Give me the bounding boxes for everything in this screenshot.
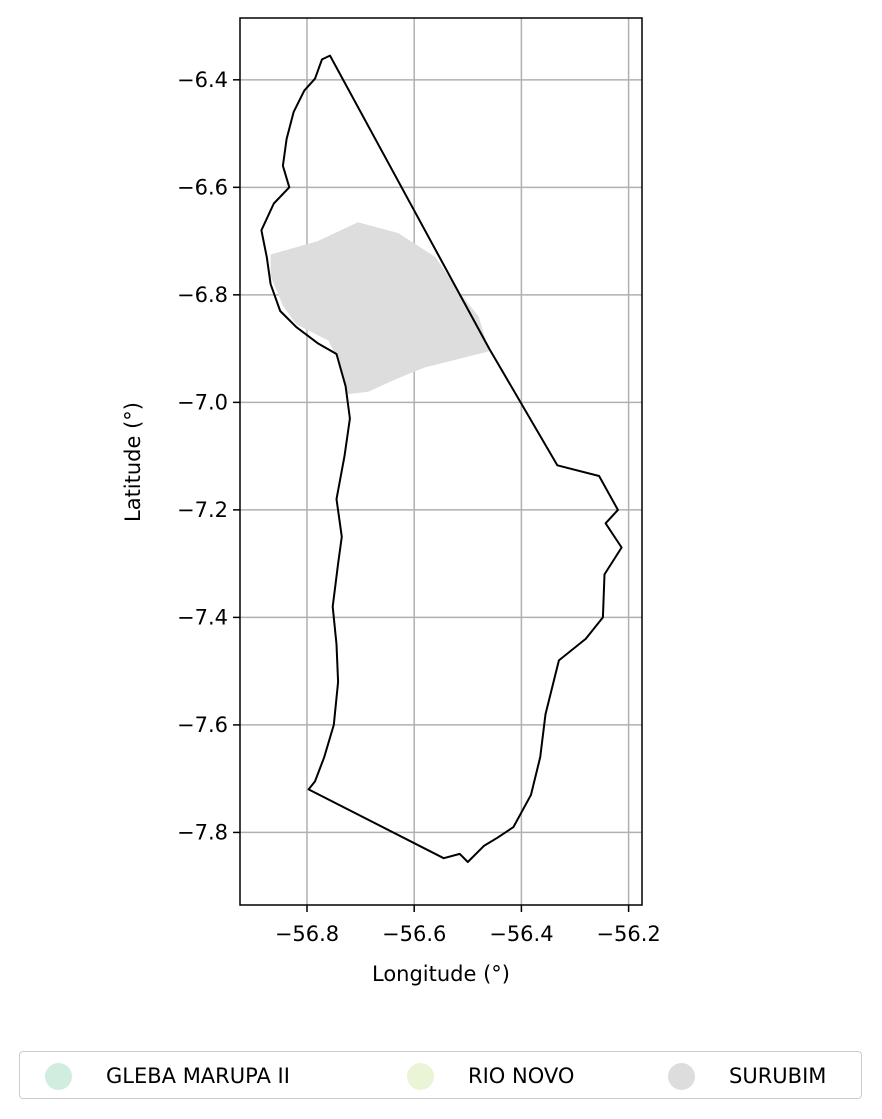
y-tick-label-7-6: −7.6 bbox=[177, 713, 228, 737]
legend-label-rio-novo: RIO NOVO bbox=[468, 1064, 575, 1088]
region-surubim bbox=[270, 222, 490, 395]
legend-label-surubim: SURUBIM bbox=[729, 1064, 827, 1088]
municipality-boundary bbox=[260, 54, 623, 863]
y-axis-ticks: −6.4 −6.6 −6.8 −7.0 −7.2 −7.4 −7.6 −7.8 bbox=[177, 68, 240, 844]
legend-marker-rio-novo bbox=[407, 1062, 434, 1090]
x-tick-label-56-8: −56.8 bbox=[275, 922, 339, 946]
x-axis-label: Longitude (°) bbox=[372, 962, 510, 986]
y-tick-label-7-4: −7.4 bbox=[177, 605, 228, 629]
y-tick-label-6-6: −6.6 bbox=[177, 175, 228, 199]
y-tick-label-7: −7.0 bbox=[177, 390, 228, 414]
y-tick-label-7-2: −7.2 bbox=[177, 498, 228, 522]
map-plot: −56.8 −56.6 −56.4 −56.2 −6.4 −6.6 −6.8 −7.0 −7.… bbox=[121, 17, 661, 986]
y-tick-label-7-8: −7.8 bbox=[177, 820, 228, 844]
plot-frame bbox=[239, 17, 643, 906]
map-regions bbox=[270, 222, 490, 395]
gridlines bbox=[240, 18, 642, 905]
legend-label-gleba-marupa-ii: GLEBA MARUPA II bbox=[106, 1064, 290, 1088]
x-axis-ticks: −56.8 −56.6 −56.4 −56.2 bbox=[275, 905, 661, 946]
y-axis-label: Latitude (°) bbox=[121, 402, 145, 522]
y-tick-label-6-8: −6.8 bbox=[177, 283, 228, 307]
legend-item-gleba-marupa-ii: GLEBA MARUPA II bbox=[45, 1052, 290, 1100]
legend: GLEBA MARUPA II RIO NOVO SURUBIM bbox=[19, 1051, 862, 1099]
legend-item-rio-novo: RIO NOVO bbox=[407, 1052, 574, 1100]
x-tick-label-56-4: −56.4 bbox=[489, 922, 553, 946]
legend-marker-surubim bbox=[668, 1062, 695, 1090]
y-tick-label-6-4: −6.4 bbox=[177, 68, 228, 92]
map-boundary-layer bbox=[260, 54, 623, 863]
x-tick-label-56-6: −56.6 bbox=[382, 922, 446, 946]
legend-marker-gleba-marupa-ii bbox=[45, 1062, 72, 1090]
x-tick-label-56-2: −56.2 bbox=[596, 922, 660, 946]
legend-item-surubim: SURUBIM bbox=[668, 1052, 826, 1100]
